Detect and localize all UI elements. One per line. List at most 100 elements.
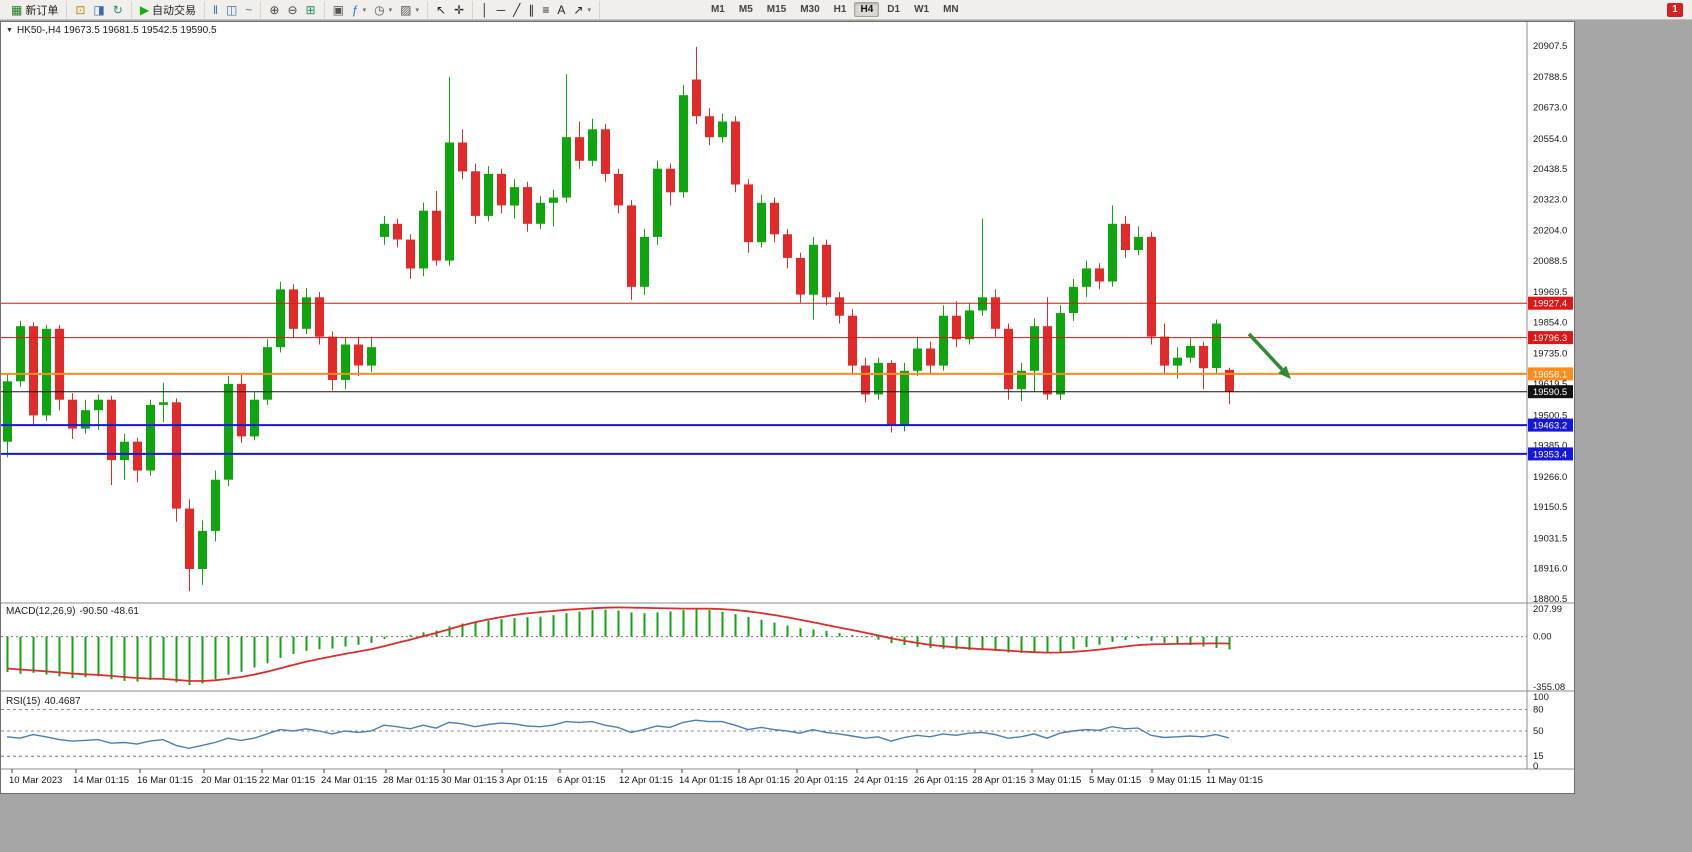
equidistant-channel-icon-glyph: ∥	[528, 2, 535, 17]
macd-indicator-values: -90.50 -48.61	[79, 606, 139, 617]
crosshair-icon-glyph: ✛	[454, 2, 465, 17]
rsi-indicator-name: RSI(15)	[6, 696, 41, 707]
cursor-icon-glyph: ↖	[435, 2, 447, 17]
toolbar-groups: ▦ 新订单 ⊡ ◨ ↻ ▶ 自动交易 ‖ ◫ ~ ⊕ ⊖ ⊞ ▣ ƒ ▾ ◷ ▾ ▨ ▾ ↖ ✛ │ ─ ╱ ∥ ≡ A ↗ ▾	[3, 0, 600, 19]
profiles-icon-glyph: ◨	[93, 2, 105, 17]
svg-text:0.00: 0.00	[1533, 632, 1552, 643]
svg-text:19150.5: 19150.5	[1533, 502, 1567, 513]
candlestick-chart-icon[interactable]: ◫	[223, 2, 240, 18]
indicators-icon[interactable]: ƒ ▾	[349, 2, 369, 18]
collapse-triangle-icon[interactable]: ▼	[6, 27, 13, 34]
vertical-line-icon-glyph: │	[481, 2, 489, 17]
svg-text:80: 80	[1533, 704, 1544, 715]
indicators-icon-glyph: ƒ	[351, 2, 359, 17]
tile-windows-icon[interactable]: ⊞	[303, 2, 319, 18]
svg-text:20 Apr 01:15: 20 Apr 01:15	[794, 775, 848, 786]
svg-text:19266.0: 19266.0	[1533, 472, 1567, 483]
svg-text:207.99: 207.99	[1533, 604, 1562, 615]
new-order-button[interactable]: ▦ 新订单	[8, 2, 61, 18]
arrange-windows-icon-glyph: ▣	[332, 2, 344, 17]
bar-chart-icon-glyph: ‖	[213, 2, 219, 17]
timeframe-d1[interactable]: D1	[887, 4, 901, 15]
svg-text:3 Apr 01:15: 3 Apr 01:15	[499, 775, 548, 786]
svg-text:0: 0	[1533, 761, 1538, 772]
bar-chart-icon[interactable]: ‖	[210, 2, 221, 18]
periods-icon-glyph: ◷	[374, 2, 385, 17]
chart-canvas[interactable]: 20907.5 20788.5 20673.0 20554.0 20438.5 20323…	[1, 22, 1574, 793]
print-icon-glyph: ⊡	[75, 2, 86, 17]
templates-icon-glyph: ▨	[400, 2, 412, 17]
vertical-line-icon[interactable]: │	[478, 2, 492, 18]
svg-text:22 Mar 01:15: 22 Mar 01:15	[259, 775, 315, 786]
horizontal-line-icon-glyph: ─	[496, 2, 506, 17]
svg-text:15: 15	[1533, 751, 1544, 762]
periods-icon[interactable]: ◷ ▾	[371, 2, 395, 18]
fibonacci-icon[interactable]: ≡	[539, 2, 552, 18]
svg-text:6 Apr 01:15: 6 Apr 01:15	[557, 775, 606, 786]
timeframe-m5[interactable]: M5	[738, 4, 753, 15]
templates-icon[interactable]: ▨ ▾	[397, 2, 422, 18]
svg-text:26 Apr 01:15: 26 Apr 01:15	[914, 775, 968, 786]
timeframe-h1[interactable]: H1	[833, 4, 847, 15]
zoom-out-icon[interactable]: ⊖	[284, 2, 300, 18]
timeframe-w1[interactable]: W1	[914, 4, 930, 15]
indicators-icon-dropdown-icon[interactable]: ▾	[362, 6, 367, 14]
svg-text:19969.5: 19969.5	[1533, 287, 1567, 298]
svg-text:24 Apr 01:15: 24 Apr 01:15	[854, 775, 908, 786]
line-chart-icon-glyph: ~	[245, 2, 253, 17]
refresh-icon[interactable]: ↻	[110, 2, 126, 18]
text-label-icon-glyph: A	[557, 2, 566, 17]
timeframe-mn[interactable]: MN	[943, 4, 959, 15]
equidistant-channel-icon[interactable]: ∥	[525, 2, 537, 18]
trendline-icon[interactable]: ╱	[510, 2, 523, 18]
svg-text:19619.5: 19619.5	[1533, 379, 1567, 390]
arrows-icon[interactable]: ↗ ▾	[570, 2, 594, 18]
svg-text:20204.0: 20204.0	[1533, 226, 1567, 237]
new-order-button-glyph: ▦	[11, 2, 23, 17]
svg-text:14 Mar 01:15: 14 Mar 01:15	[73, 775, 129, 786]
cursor-icon[interactable]: ↖	[433, 2, 449, 18]
svg-text:50: 50	[1533, 726, 1544, 737]
auto-trading-button[interactable]: ▶ 自动交易	[137, 2, 199, 18]
timeframe-m1[interactable]: M1	[710, 4, 725, 15]
print-icon[interactable]: ⊡	[72, 2, 88, 18]
auto-trading-button-glyph: ▶	[139, 2, 150, 17]
svg-text:19500.5: 19500.5	[1533, 410, 1567, 421]
zoom-in-icon[interactable]: ⊕	[266, 2, 282, 18]
timeframe-m15[interactable]: M15	[766, 4, 787, 15]
symbol-ohlc-text: HK50-,H4 19673.5 19681.5 19542.5 19590.5	[16, 25, 217, 36]
tile-windows-icon-glyph: ⊞	[305, 2, 316, 17]
svg-text:3 May 01:15: 3 May 01:15	[1029, 775, 1081, 786]
arrows-icon-dropdown-icon[interactable]: ▾	[587, 6, 591, 14]
svg-text:100: 100	[1533, 692, 1549, 703]
toolbar-group: ▣ ƒ ▾ ◷ ▾ ▨ ▾	[325, 0, 428, 19]
svg-text:19854.0: 19854.0	[1533, 318, 1567, 329]
svg-text:24 Mar 01:15: 24 Mar 01:15	[321, 775, 377, 786]
svg-text:19385.0: 19385.0	[1533, 441, 1567, 452]
toolbar-group: ⊕ ⊖ ⊞	[261, 0, 325, 19]
periods-icon-dropdown-icon[interactable]: ▾	[388, 6, 393, 14]
arrange-windows-icon[interactable]: ▣	[330, 2, 347, 18]
svg-text:5 May 01:15: 5 May 01:15	[1089, 775, 1141, 786]
svg-text:18800.5: 18800.5	[1533, 594, 1567, 605]
svg-text:12 Apr 01:15: 12 Apr 01:15	[619, 775, 673, 786]
timeframe-m30[interactable]: M30	[800, 4, 820, 15]
horizontal-line-icon[interactable]: ─	[494, 2, 509, 18]
crosshair-icon[interactable]: ✛	[451, 2, 467, 18]
svg-text:20088.5: 20088.5	[1533, 256, 1567, 267]
toolbar: ▦ 新订单 ⊡ ◨ ↻ ▶ 自动交易 ‖ ◫ ~ ⊕ ⊖ ⊞ ▣ ƒ ▾ ◷ ▾ ▨ ▾ ↖ ✛ │ ─ ╱ ∥ ≡ A ↗ ▾ M1 M5…	[0, 0, 1692, 20]
svg-text:19927.4: 19927.4	[1533, 299, 1567, 310]
toolbar-group: │ ─ ╱ ∥ ≡ A ↗ ▾	[473, 0, 600, 19]
notification-badge[interactable]: 1	[1667, 2, 1683, 17]
svg-text:11 May 01:15: 11 May 01:15	[1206, 775, 1263, 786]
timeframe-h4[interactable]: H4	[854, 2, 880, 17]
toolbar-group: ▶ 自动交易	[132, 0, 206, 19]
zoom-in-icon-glyph: ⊕	[269, 2, 280, 17]
profiles-icon[interactable]: ◨	[90, 2, 107, 18]
text-label-icon[interactable]: A	[554, 2, 568, 18]
chart-title: ▼ HK50-,H4 19673.5 19681.5 19542.5 19590…	[6, 25, 217, 36]
templates-icon-dropdown-icon[interactable]: ▾	[415, 6, 419, 14]
line-chart-icon[interactable]: ~	[242, 2, 255, 18]
auto-trading-button-label: 自动交易	[152, 4, 197, 17]
zoom-out-icon-glyph: ⊖	[287, 2, 298, 17]
